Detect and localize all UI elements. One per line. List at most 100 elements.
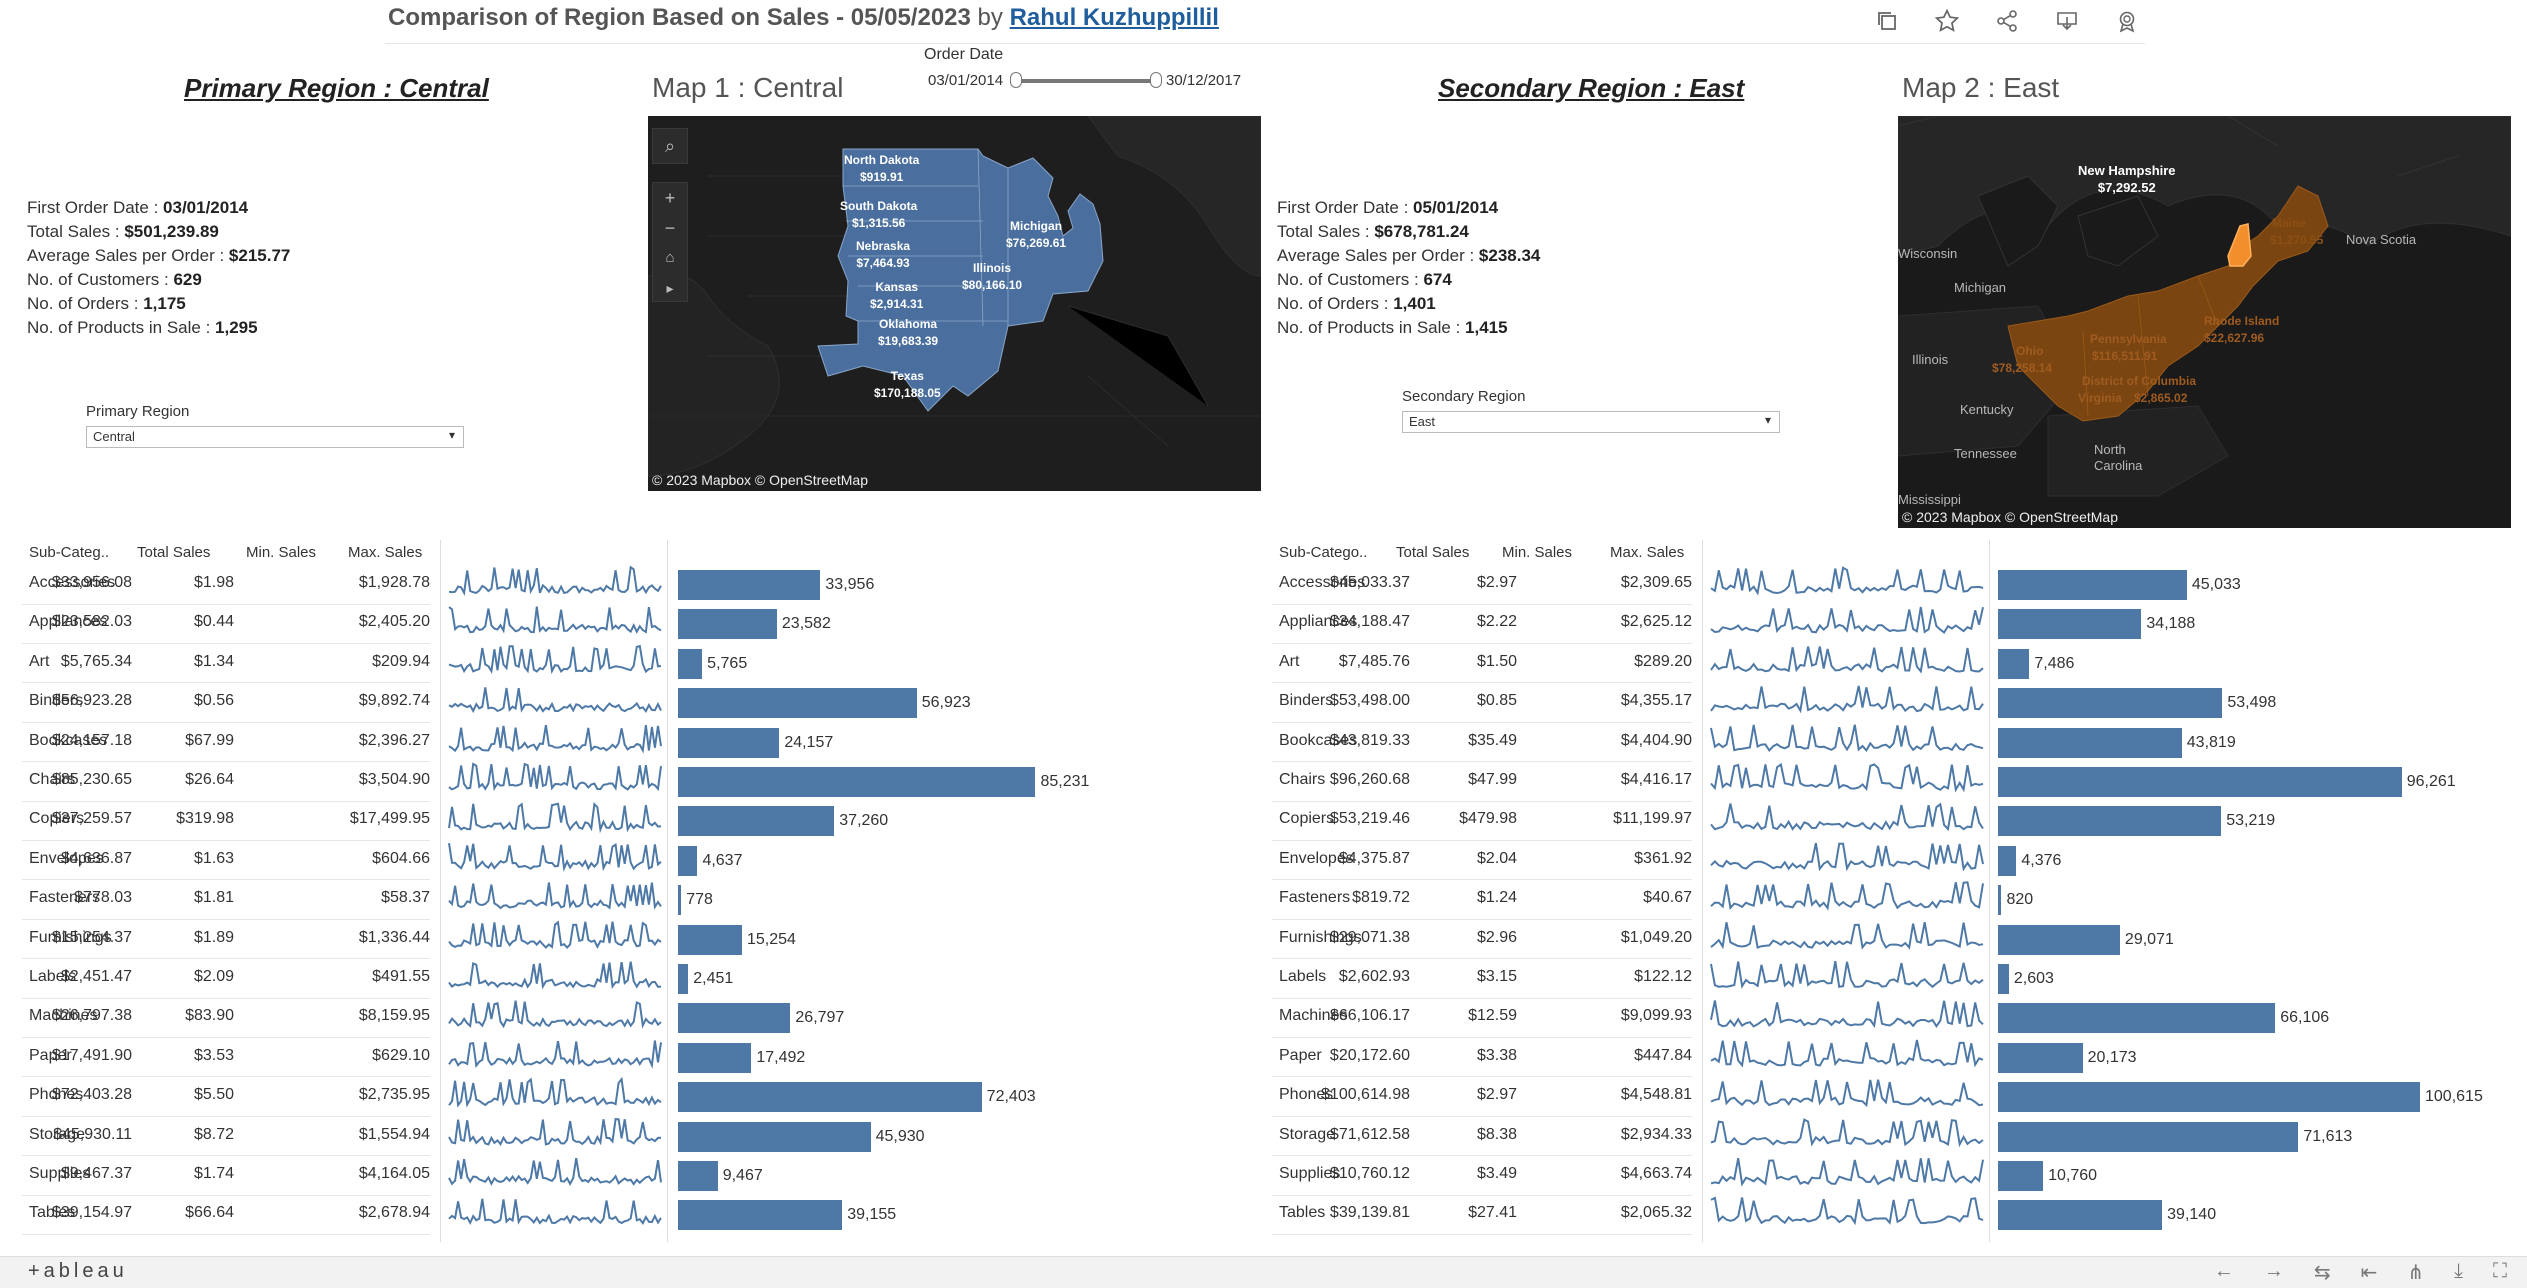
bar[interactable] (678, 1200, 843, 1231)
revert-icon[interactable]: ⇆ (2313, 1262, 2331, 1284)
secondary-region-dropdown[interactable]: East ▾ (1402, 411, 1780, 433)
first-icon[interactable]: ⇤ (2360, 1262, 2378, 1284)
bar[interactable] (1998, 727, 2182, 758)
back-icon[interactable]: ← (2213, 1260, 2234, 1282)
bar[interactable] (678, 570, 821, 600)
star-icon[interactable] (1930, 4, 1964, 38)
table-row[interactable]: Machines $26,797.38 $83.90 $8,159.95 (22, 998, 430, 1038)
map1-search-icon[interactable]: ⌕ (652, 128, 688, 164)
bar[interactable] (678, 1161, 718, 1191)
table-row[interactable]: Fasteners $778.03 $1.81 $58.37 (22, 880, 430, 920)
bar[interactable] (1998, 1042, 2083, 1073)
table-row[interactable]: Copiers $37,259.57 $319.98 $17,499.95 (22, 801, 430, 841)
map1-central[interactable]: ⌕ + − ⌂ ▸ North Dakota $919.91 South Dako… (648, 116, 1261, 491)
bar[interactable] (678, 885, 682, 916)
primary-col-min-sales[interactable]: Min. Sales (246, 544, 317, 561)
table-row[interactable]: Paper $17,491.90 $3.53 $629.10 (22, 1038, 430, 1078)
zoom-in-icon[interactable]: + (664, 188, 676, 208)
bar[interactable] (678, 1121, 871, 1152)
tableau-logo[interactable]: +ableau (28, 1260, 128, 1282)
table-row[interactable]: Appliances $23,582.03 $0.44 $2,405.20 (22, 604, 430, 644)
download-icon[interactable] (2050, 4, 2084, 38)
table-row[interactable]: Paper $20,172.60 $3.38 $447.84 (1272, 1038, 1692, 1078)
bar[interactable] (678, 609, 777, 640)
share-icon[interactable]: ⋔ (2407, 1262, 2425, 1284)
bar[interactable] (678, 1082, 982, 1113)
table-row[interactable]: Phones $72,403.28 $5.50 $2,735.95 (22, 1077, 430, 1117)
secondary-col-max-sales[interactable]: Max. Sales (1610, 544, 1685, 561)
primary-region-dropdown[interactable]: Central ▾ (86, 426, 464, 448)
order-date-end-handle[interactable] (1150, 72, 1162, 88)
bar[interactable] (1998, 806, 2222, 837)
bar[interactable] (1998, 1161, 2044, 1191)
bar[interactable] (1998, 964, 2009, 994)
bar[interactable] (1998, 570, 2187, 600)
table-row[interactable]: Envelopes $4,375.87 $2.04 $361.92 (1272, 841, 1692, 881)
copy-icon[interactable] (1870, 4, 1904, 38)
table-row[interactable]: Labels $2,451.47 $2.09 $491.55 (22, 959, 430, 999)
bar[interactable] (678, 845, 698, 876)
bar[interactable] (1998, 767, 2402, 797)
author-link[interactable]: Rahul Kuzhuppillil (1009, 4, 1219, 31)
bar[interactable] (1998, 1200, 2163, 1231)
bar[interactable] (1998, 609, 2142, 640)
bar[interactable] (1998, 688, 2223, 719)
secondary-col-min-sales[interactable]: Min. Sales (1502, 544, 1573, 561)
bar[interactable] (1998, 1121, 2299, 1152)
bar[interactable] (678, 727, 780, 758)
bar[interactable] (1998, 648, 2030, 679)
table-row[interactable]: Furnishings $29,071.38 $2.96 $1,049.20 (1272, 920, 1692, 960)
bar[interactable] (1998, 1082, 2420, 1113)
table-row[interactable]: Fasteners $819.72 $1.24 $40.67 (1272, 880, 1692, 920)
forward-icon[interactable]: → (2263, 1260, 2284, 1282)
table-row[interactable]: Binders $53,498.00 $0.85 $4,355.17 (1272, 683, 1692, 723)
download-icon[interactable]: ⤓ (2454, 1260, 2463, 1282)
bar[interactable] (678, 767, 1036, 797)
secondary-col-subcategory[interactable]: Sub-Catego.. (1279, 544, 1368, 561)
table-row[interactable]: Accessories $45,033.37 $2.97 $2,309.65 (1272, 565, 1692, 605)
badge-icon[interactable] (2110, 4, 2144, 38)
table-row[interactable]: Tables $39,154.97 $66.64 $2,678.94 (22, 1195, 430, 1235)
table-row[interactable]: Chairs $96,260.68 $47.99 $4,416.17 (1272, 762, 1692, 802)
table-row[interactable]: Storage $45,930.11 $8.72 $1,554.94 (22, 1117, 430, 1157)
table-row[interactable]: Accessories $33,956.08 $1.98 $1,928.78 (22, 565, 430, 605)
bar[interactable] (1998, 845, 2017, 876)
table-row[interactable]: Art $7,485.76 $1.50 $289.20 (1272, 644, 1692, 684)
bar[interactable] (1998, 1003, 2276, 1034)
primary-col-max-sales[interactable]: Max. Sales (348, 544, 423, 561)
table-row[interactable]: Binders $56,923.28 $0.56 $9,892.74 (22, 683, 430, 723)
map2-east[interactable]: New Hampshire $7,292.52 Maine $1,270.55 P… (1898, 116, 2511, 528)
table-row[interactable]: Copiers $53,219.46 $479.98 $11,199.97 (1272, 801, 1692, 841)
bar[interactable] (678, 806, 835, 837)
table-row[interactable]: Appliances $34,188.47 $2.22 $2,625.12 (1272, 604, 1692, 644)
table-row[interactable]: Chairs $85,230.65 $26.64 $3,504.90 (22, 762, 430, 802)
table-row[interactable]: Supplies $9,467.37 $1.74 $4,164.05 (22, 1156, 430, 1196)
fullscreen-icon[interactable]: ⛶ (2493, 1260, 2507, 1282)
bar[interactable] (678, 924, 742, 955)
table-row[interactable]: Machines $66,106.17 $12.59 $9,099.93 (1272, 998, 1692, 1038)
zoom-out-icon[interactable]: − (664, 218, 676, 238)
table-row[interactable]: Envelopes $4,636.87 $1.63 $604.66 (22, 841, 430, 881)
table-row[interactable]: Art $5,765.34 $1.34 $209.94 (22, 644, 430, 684)
share-icon[interactable] (1990, 4, 2024, 38)
table-row[interactable]: Phones $100,614.98 $2.97 $4,548.81 (1272, 1077, 1692, 1117)
order-date-start-handle[interactable] (1010, 72, 1022, 88)
table-row[interactable]: Furnishings $15,254.37 $1.89 $1,336.44 (22, 920, 430, 960)
order-date-slider[interactable] (1014, 79, 1158, 83)
table-row[interactable]: Bookcases $43,819.33 $35.49 $4,404.90 (1272, 723, 1692, 763)
bar[interactable] (678, 1003, 791, 1034)
home-icon[interactable]: ⌂ (665, 249, 675, 266)
primary-col-total-sales[interactable]: Total Sales (137, 544, 211, 561)
table-row[interactable]: Labels $2,602.93 $3.15 $122.12 (1272, 959, 1692, 999)
bar[interactable] (678, 1042, 752, 1073)
bar[interactable] (678, 648, 703, 679)
expand-arrow-icon[interactable]: ▸ (666, 280, 674, 296)
bar[interactable] (678, 964, 689, 994)
table-row[interactable]: Bookcases $24,157.18 $67.99 $2,396.27 (22, 723, 430, 763)
bar[interactable] (1998, 885, 2002, 916)
table-row[interactable]: Tables $39,139.81 $27.41 $2,065.32 (1272, 1195, 1692, 1235)
secondary-col-total-sales[interactable]: Total Sales (1396, 544, 1470, 561)
table-row[interactable]: Supplies $10,760.12 $3.49 $4,663.74 (1272, 1156, 1692, 1196)
bar[interactable] (678, 688, 917, 719)
primary-col-subcategory[interactable]: Sub-Categ.. (29, 544, 110, 561)
